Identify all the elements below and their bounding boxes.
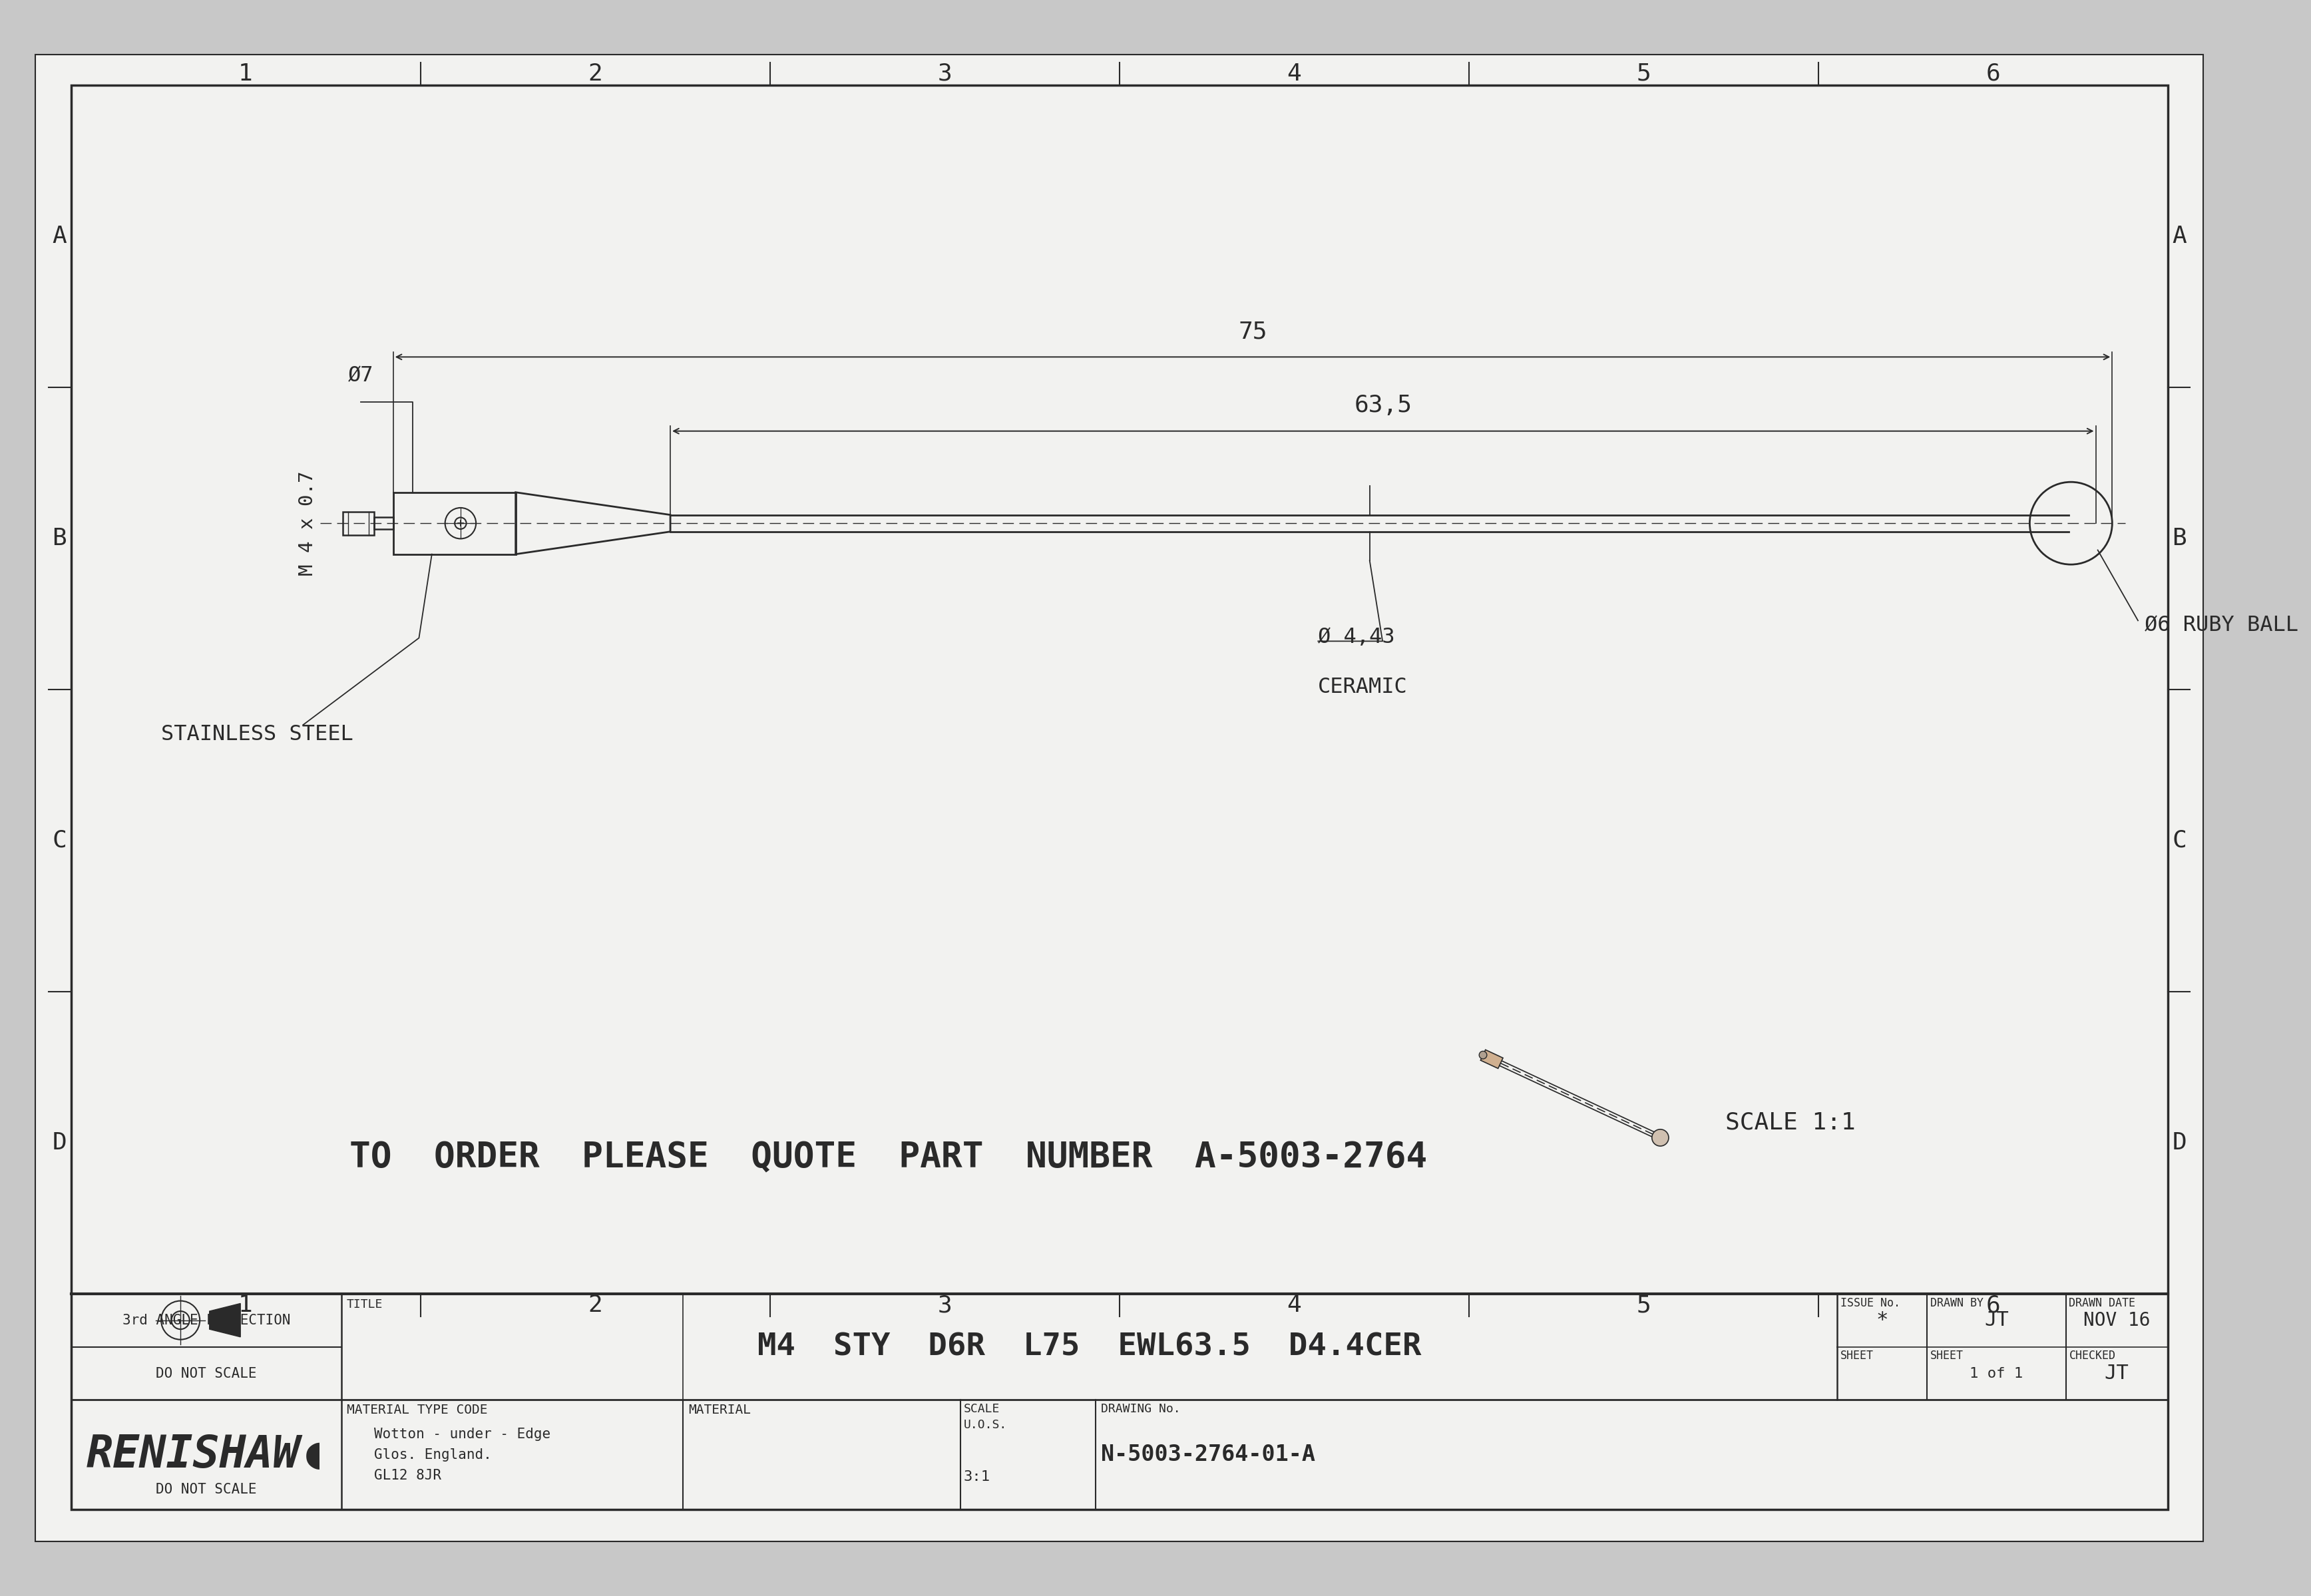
- Text: SCALE
U.O.S.: SCALE U.O.S.: [964, 1403, 1008, 1432]
- Text: DRAWN BY: DRAWN BY: [1930, 1298, 1983, 1309]
- Text: RENISHAW◖: RENISHAW◖: [86, 1433, 326, 1476]
- Text: STAINLESS STEEL: STAINLESS STEEL: [162, 725, 354, 745]
- Text: SCALE 1:1: SCALE 1:1: [1724, 1111, 1856, 1133]
- Text: D: D: [2172, 1132, 2186, 1154]
- Text: TO  ORDER  PLEASE  QUOTE  PART  NUMBER  A-5003-2764: TO ORDER PLEASE QUOTE PART NUMBER A-5003…: [349, 1141, 1428, 1175]
- Text: 2: 2: [587, 62, 603, 85]
- Bar: [374, 517, 393, 528]
- Text: CHECKED: CHECKED: [2068, 1350, 2115, 1361]
- Circle shape: [1479, 1052, 1486, 1058]
- Text: B: B: [53, 527, 67, 549]
- Text: 63,5: 63,5: [1354, 394, 1412, 417]
- Text: NOV 16: NOV 16: [2082, 1310, 2149, 1329]
- Text: SHEET: SHEET: [1930, 1350, 1962, 1361]
- Text: A: A: [53, 225, 67, 247]
- Text: MATERIAL: MATERIAL: [689, 1404, 751, 1417]
- Polygon shape: [210, 1304, 240, 1337]
- Text: 3: 3: [936, 62, 952, 85]
- Text: Wotton - under - Edge
Glos. England.
GL12 8JR: Wotton - under - Edge Glos. England. GL1…: [374, 1427, 550, 1483]
- Text: TITLE: TITLE: [347, 1299, 384, 1310]
- Text: DRAWN DATE: DRAWN DATE: [2068, 1298, 2135, 1309]
- Text: N-5003-2764-01-A: N-5003-2764-01-A: [1100, 1444, 1315, 1465]
- Text: A: A: [2172, 225, 2186, 247]
- Text: M 4 x 0.7: M 4 x 0.7: [298, 471, 317, 576]
- Text: *: *: [1877, 1310, 1888, 1329]
- Text: 3rd ANGLE PROJECTION: 3rd ANGLE PROJECTION: [122, 1314, 291, 1326]
- Text: CERAMIC: CERAMIC: [1317, 677, 1407, 697]
- Bar: [342, 512, 374, 535]
- Text: C: C: [2172, 830, 2186, 852]
- Text: MATERIAL TYPE CODE: MATERIAL TYPE CODE: [347, 1404, 488, 1417]
- Text: 5: 5: [1636, 62, 1650, 85]
- Text: 6: 6: [1985, 62, 1999, 85]
- Text: ISSUE No.: ISSUE No.: [1840, 1298, 1900, 1309]
- Text: 4: 4: [1287, 1294, 1301, 1317]
- Text: 1: 1: [238, 1294, 252, 1317]
- Text: DO NOT SCALE: DO NOT SCALE: [155, 1483, 257, 1497]
- Polygon shape: [1479, 1050, 1502, 1068]
- Text: C: C: [53, 830, 67, 852]
- Text: SHEET: SHEET: [1840, 1350, 1872, 1361]
- Text: B: B: [2172, 527, 2186, 549]
- Text: JT: JT: [2103, 1363, 2128, 1384]
- Text: 3: 3: [936, 1294, 952, 1317]
- Text: JT: JT: [1983, 1310, 2008, 1329]
- Text: 3:1: 3:1: [964, 1470, 989, 1484]
- Text: 1: 1: [238, 62, 252, 85]
- Text: DO NOT SCALE: DO NOT SCALE: [155, 1366, 257, 1381]
- Circle shape: [1652, 1130, 1669, 1146]
- Text: 2: 2: [587, 1294, 603, 1317]
- Text: 5: 5: [1636, 1294, 1650, 1317]
- Text: D: D: [53, 1132, 67, 1154]
- Text: Ø7: Ø7: [349, 365, 374, 386]
- Text: DRAWING No.: DRAWING No.: [1100, 1403, 1181, 1416]
- Text: 6: 6: [1985, 1294, 1999, 1317]
- Text: Ø 4,43: Ø 4,43: [1317, 627, 1394, 648]
- Text: 75: 75: [1239, 321, 1266, 343]
- Text: 4: 4: [1287, 62, 1301, 85]
- Text: 1 of 1: 1 of 1: [1969, 1366, 2022, 1381]
- Bar: [393, 492, 515, 554]
- Text: Ø6 RUBY BALL: Ø6 RUBY BALL: [2145, 616, 2297, 637]
- Text: M4  STY  D6R  L75  EWL63.5  D4.4CER: M4 STY D6R L75 EWL63.5 D4.4CER: [758, 1331, 1421, 1361]
